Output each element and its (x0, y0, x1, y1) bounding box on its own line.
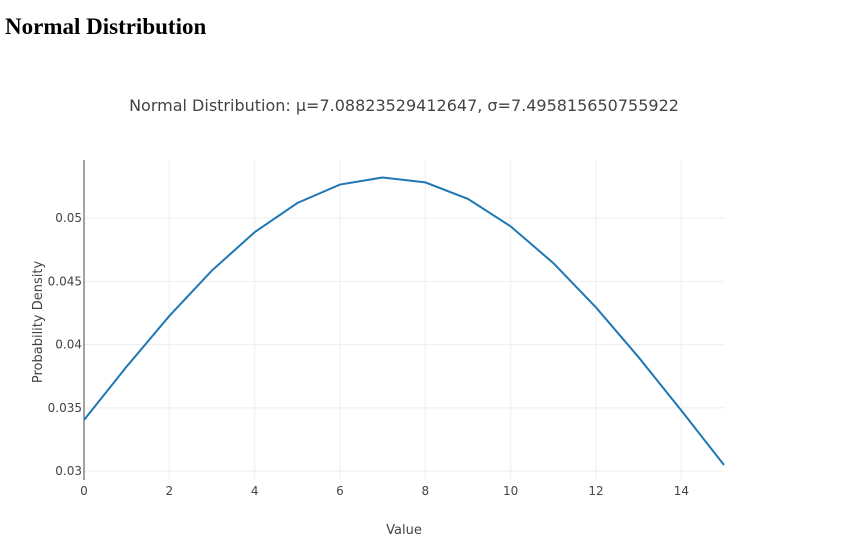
y-tick-label: 0.045 (48, 274, 82, 288)
x-tick-label: 0 (80, 484, 88, 498)
y-tick-label: 0.035 (48, 401, 82, 415)
x-tick-label: 2 (166, 484, 174, 498)
x-tick-label: 6 (336, 484, 344, 498)
page-heading: Normal Distribution (5, 14, 207, 39)
line (83, 176, 725, 466)
x-tick-label: 10 (503, 484, 518, 498)
x-tick-label: 4 (251, 484, 259, 498)
x-axis-label: Value (386, 523, 422, 538)
x-tick-label: 14 (674, 484, 689, 498)
x-tick-label: 12 (588, 484, 603, 498)
y-axis-label: Probability Density (31, 261, 46, 384)
y-tick-label: 0.03 (55, 464, 82, 478)
chart-title: Normal Distribution: μ=7.08823529412647,… (129, 96, 679, 115)
x-tick-label: 8 (422, 484, 430, 498)
y-tick-label: 0.04 (55, 338, 82, 352)
y-tick-label: 0.05 (55, 211, 82, 225)
